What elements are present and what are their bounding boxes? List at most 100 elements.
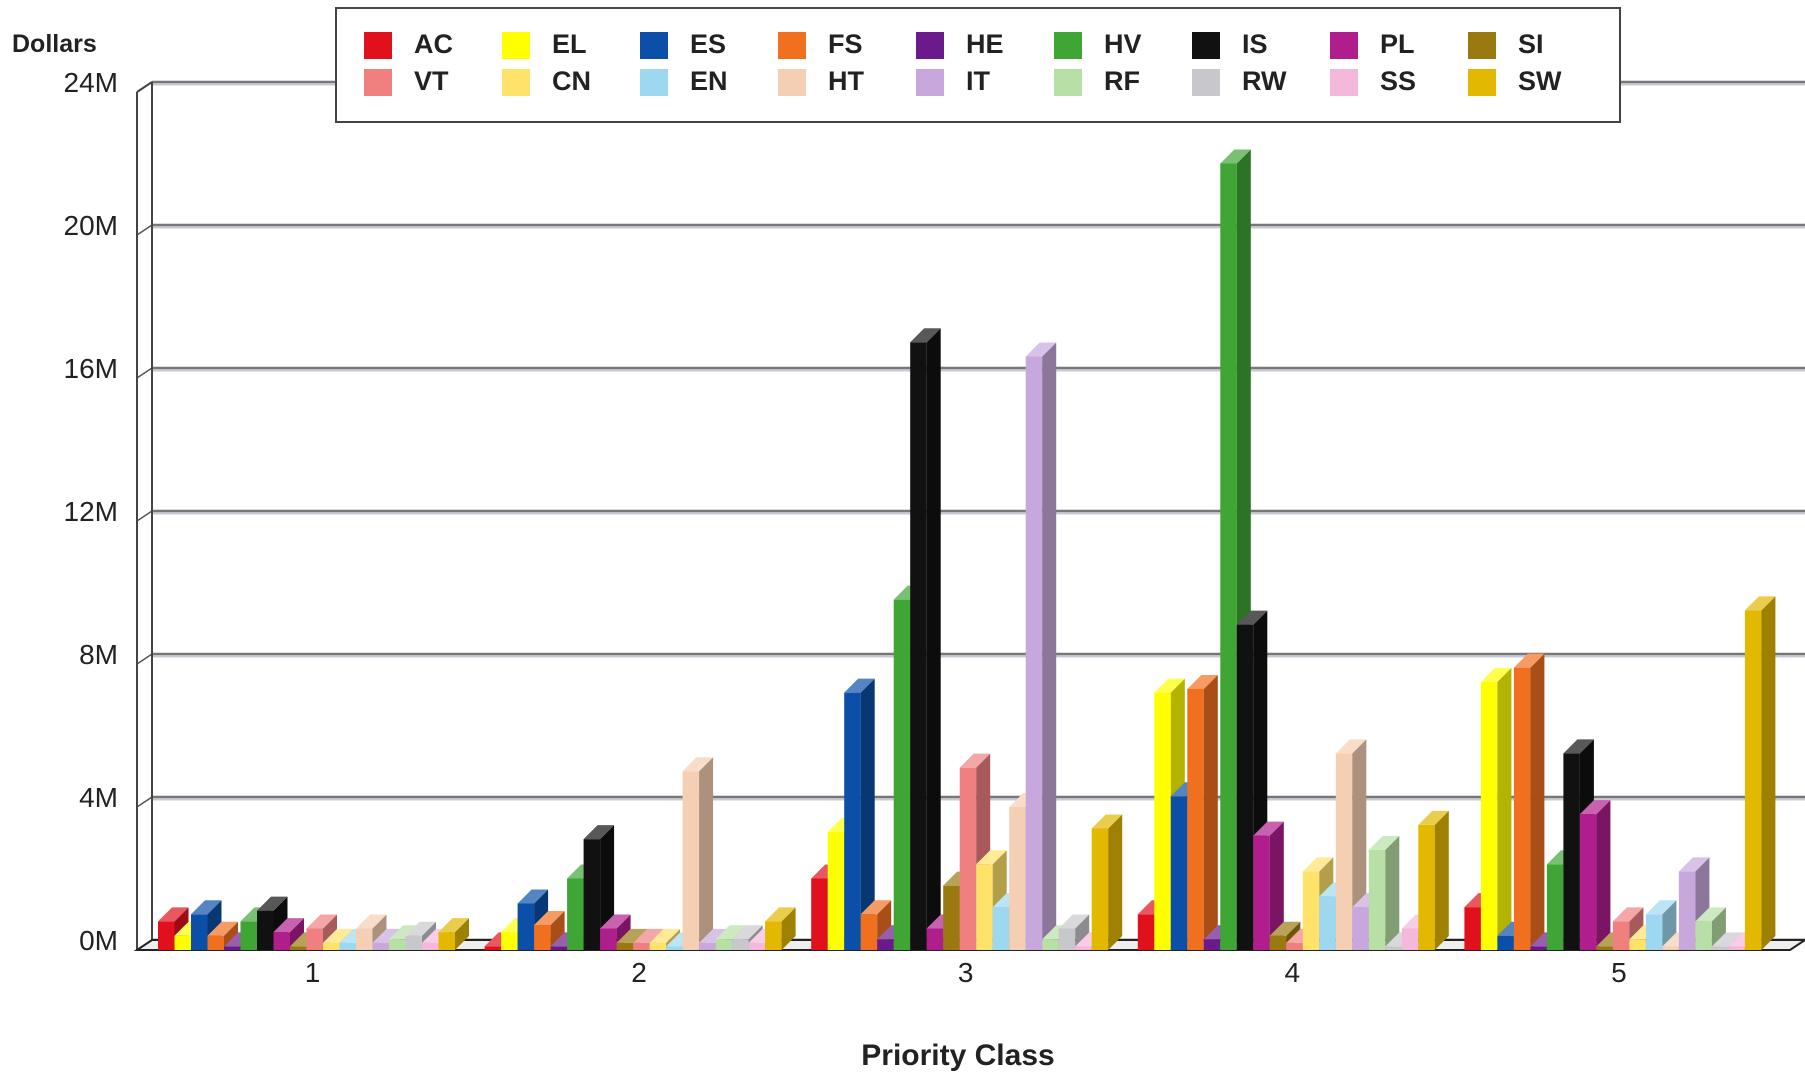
bar-FS-2 bbox=[534, 910, 565, 950]
legend-swatch bbox=[1330, 32, 1358, 59]
legend: AC EL ES FS HE HV IS PL SI VT CN EN HT IT RF RW SS SW bbox=[335, 7, 1621, 123]
legend-swatch bbox=[1468, 32, 1496, 59]
legend-item-HV: HV bbox=[1054, 29, 1142, 59]
legend-label: ES bbox=[690, 29, 726, 59]
y-tick-labels: 0M 4M 8M 12M 16M 20M 24M bbox=[64, 67, 118, 956]
legend-label: SW bbox=[1518, 66, 1562, 96]
legend-item-RF: RF bbox=[1054, 66, 1140, 96]
bar-EL-5 bbox=[1480, 667, 1512, 950]
legend-item-PL: PL bbox=[1330, 29, 1415, 59]
bar-PL-4 bbox=[1253, 821, 1284, 950]
bar-SW-5 bbox=[1744, 596, 1776, 950]
legend-swatch bbox=[1192, 32, 1220, 59]
legend-swatch bbox=[916, 32, 944, 59]
legend-item-HT: HT bbox=[778, 66, 864, 96]
legend-swatch bbox=[778, 32, 806, 59]
bar-PL-5 bbox=[1579, 800, 1611, 950]
legend-swatch bbox=[364, 32, 392, 59]
legend-swatch bbox=[1468, 69, 1496, 96]
bar-group-1 bbox=[158, 896, 469, 950]
legend-swatch bbox=[502, 69, 530, 96]
bar-SW-4 bbox=[1418, 810, 1449, 950]
bar-FS-4 bbox=[1187, 675, 1218, 950]
legend-label: CN bbox=[552, 66, 591, 96]
grid-slant bbox=[136, 510, 153, 522]
y-tick-label: 0M bbox=[79, 925, 118, 956]
legend-label: IT bbox=[966, 66, 991, 96]
bar-IS-3 bbox=[910, 328, 941, 950]
legend-item-RW: RW bbox=[1192, 66, 1287, 96]
bar-RF-4 bbox=[1368, 835, 1400, 950]
bar-IS-2 bbox=[583, 825, 615, 950]
bar-HT-2 bbox=[682, 757, 714, 950]
bar-PL-1 bbox=[273, 918, 304, 950]
x-tick-label: 3 bbox=[958, 957, 974, 988]
legend-item-AC: AC bbox=[364, 29, 453, 59]
grid-slant bbox=[136, 796, 153, 808]
x-tick-label: 2 bbox=[631, 957, 647, 988]
x-tick-label: 4 bbox=[1285, 957, 1301, 988]
y-axis-title: Dollars bbox=[12, 30, 97, 58]
bar-SW-3 bbox=[1091, 814, 1123, 950]
legend-label: SS bbox=[1380, 66, 1416, 96]
legend-swatch bbox=[778, 69, 806, 96]
axis-corner bbox=[136, 81, 153, 93]
y-tick-label: 16M bbox=[64, 353, 118, 384]
legend-swatch bbox=[640, 32, 668, 59]
legend-label: VT bbox=[414, 66, 449, 96]
legend-swatch bbox=[364, 69, 392, 96]
legend-swatch bbox=[1054, 32, 1082, 59]
bar-FS-5 bbox=[1513, 653, 1545, 950]
legend-label: EL bbox=[552, 29, 587, 59]
legend-item-FS: FS bbox=[778, 29, 863, 59]
bar-group-4 bbox=[1137, 149, 1449, 950]
y-tick-label: 4M bbox=[79, 782, 118, 813]
legend-swatch bbox=[916, 69, 944, 96]
legend-item-SW: SW bbox=[1468, 66, 1562, 96]
legend-item-CN: CN bbox=[502, 66, 591, 96]
bar-EN-5 bbox=[1645, 900, 1677, 950]
legend-item-SS: SS bbox=[1330, 66, 1416, 96]
legend-label: EN bbox=[690, 66, 728, 96]
legend-label: SI bbox=[1518, 29, 1544, 59]
legend-label: HE bbox=[966, 29, 1004, 59]
legend-item-IS: IS bbox=[1192, 29, 1268, 59]
y-tick-label: 8M bbox=[79, 639, 118, 670]
legend-label: FS bbox=[828, 29, 863, 59]
legend-swatch bbox=[1054, 69, 1082, 96]
legend-swatch bbox=[640, 69, 668, 96]
legend-swatch bbox=[502, 32, 530, 59]
legend-item-SI: SI bbox=[1468, 29, 1544, 59]
bar-SW-2 bbox=[765, 907, 796, 950]
legend-box bbox=[335, 7, 1621, 123]
legend-label: HT bbox=[828, 66, 864, 96]
x-tick-label: 5 bbox=[1611, 957, 1627, 988]
legend-item-VT: VT bbox=[364, 66, 449, 96]
bar-group-2 bbox=[484, 757, 796, 950]
legend-item-HE: HE bbox=[916, 29, 1004, 59]
grid-slant bbox=[136, 653, 153, 665]
y-tick-label: 20M bbox=[64, 210, 118, 241]
legend-label: RW bbox=[1242, 66, 1287, 96]
grid-slant bbox=[136, 367, 153, 379]
legend-label: AC bbox=[414, 29, 453, 59]
legend-swatch bbox=[1330, 69, 1358, 96]
x-tick-label: 1 bbox=[305, 957, 321, 988]
legend-label: PL bbox=[1380, 29, 1415, 59]
bar-group-5 bbox=[1464, 596, 1776, 950]
x-axis-title: Priority Class bbox=[861, 1039, 1054, 1072]
legend-swatch bbox=[1192, 69, 1220, 96]
legend-item-EN: EN bbox=[640, 66, 728, 96]
legend-label: IS bbox=[1242, 29, 1268, 59]
legend-item-EL: EL bbox=[502, 29, 587, 59]
bar-group-3 bbox=[811, 328, 1123, 950]
legend-label: HV bbox=[1104, 29, 1142, 59]
legend-label: RF bbox=[1104, 66, 1140, 96]
bars bbox=[158, 149, 1776, 950]
bar-SW-1 bbox=[438, 918, 469, 950]
legend-item-ES: ES bbox=[640, 29, 726, 59]
grid-slant bbox=[136, 224, 153, 236]
legend-item-IT: IT bbox=[916, 66, 991, 96]
bar-IT-3 bbox=[1025, 342, 1057, 950]
